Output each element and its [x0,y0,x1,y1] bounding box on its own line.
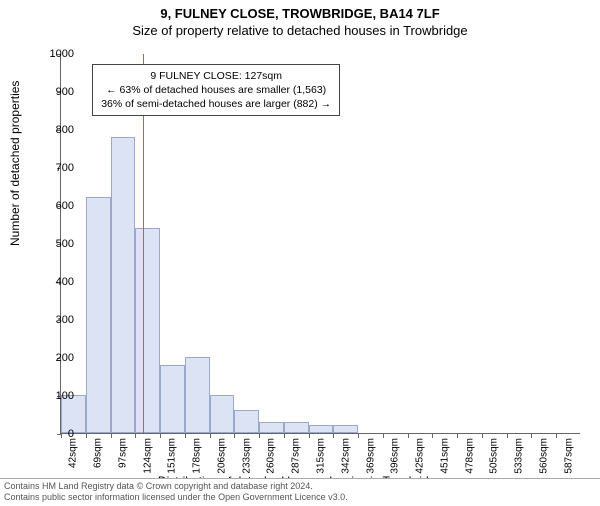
xtick-mark [210,434,211,438]
histogram-bar [160,365,185,433]
histogram-bar [259,422,284,433]
histogram-bar [86,197,111,433]
xtick-label: 97sqm [117,438,128,468]
xtick-mark [333,434,334,438]
xtick-label: 206sqm [216,438,227,474]
xtick-label: 425sqm [415,438,426,474]
annotation-box: 9 FULNEY CLOSE: 127sqm← 63% of detached … [92,64,340,117]
xtick-label: 124sqm [142,438,153,474]
xtick-label: 42sqm [68,438,79,468]
annotation-line-3: 36% of semi-detached houses are larger (… [101,97,331,111]
xtick-label: 287sqm [291,438,302,474]
histogram-bar [111,137,136,433]
xtick-label: 478sqm [464,438,475,474]
xtick-label: 396sqm [390,438,401,474]
ytick-label: 500 [34,238,74,250]
xtick-mark [358,434,359,438]
xtick-mark [507,434,508,438]
xtick-mark [185,434,186,438]
xtick-label: 533sqm [514,438,525,474]
ytick-label: 600 [34,200,74,212]
xtick-mark [259,434,260,438]
xtick-mark [408,434,409,438]
footer-line-2: Contains public sector information licen… [4,492,596,503]
xtick-label: 69sqm [93,438,104,468]
ytick-label: 300 [34,314,74,326]
xtick-mark [457,434,458,438]
histogram-bar [135,228,160,433]
xtick-mark [111,434,112,438]
plot-area: 42sqm69sqm97sqm124sqm151sqm178sqm206sqm2… [60,54,580,434]
xtick-mark [284,434,285,438]
xtick-mark [432,434,433,438]
xtick-mark [234,434,235,438]
histogram-bar [234,410,259,433]
xtick-label: 369sqm [365,438,376,474]
xtick-label: 178sqm [192,438,203,474]
xtick-label: 151sqm [167,438,178,474]
ytick-label: 200 [34,352,74,364]
ytick-label: 800 [34,124,74,136]
annotation-line-2: ← 63% of detached houses are smaller (1,… [101,83,331,97]
ytick-label: 1000 [34,48,74,60]
footer-line-1: Contains HM Land Registry data © Crown c… [4,481,596,492]
annotation-line-1: 9 FULNEY CLOSE: 127sqm [101,69,331,83]
xtick-mark [482,434,483,438]
xtick-mark [135,434,136,438]
histogram-bar [284,422,309,433]
xtick-label: 451sqm [439,438,450,474]
y-axis-label: Number of detached properties [8,81,22,246]
xtick-label: 342sqm [340,438,351,474]
xtick-mark [383,434,384,438]
xtick-label: 260sqm [266,438,277,474]
footer-attribution: Contains HM Land Registry data © Crown c… [0,478,600,506]
ytick-label: 400 [34,276,74,288]
ytick-label: 0 [34,428,74,440]
xtick-label: 315sqm [316,438,327,474]
xtick-mark [309,434,310,438]
histogram-bar [309,425,334,433]
xtick-mark [160,434,161,438]
histogram-bar [333,425,358,433]
xtick-label: 587sqm [563,438,574,474]
histogram-bar [185,357,210,433]
chart-area: 42sqm69sqm97sqm124sqm151sqm178sqm206sqm2… [60,54,580,434]
xtick-label: 560sqm [538,438,549,474]
xtick-mark [86,434,87,438]
ytick-label: 100 [34,390,74,402]
xtick-label: 505sqm [489,438,500,474]
histogram-bar [210,395,235,433]
ytick-label: 900 [34,86,74,98]
page-subtitle: Size of property relative to detached ho… [0,23,600,38]
page-title: 9, FULNEY CLOSE, TROWBRIDGE, BA14 7LF [0,6,600,21]
xtick-label: 233sqm [241,438,252,474]
xtick-mark [556,434,557,438]
xtick-mark [531,434,532,438]
ytick-label: 700 [34,162,74,174]
